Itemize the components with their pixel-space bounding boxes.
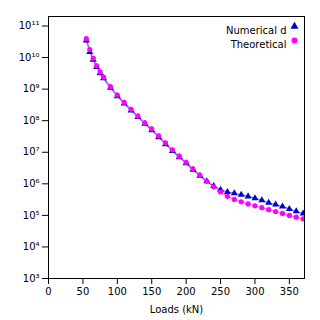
- svg-text:10⁷: 10⁷: [23, 146, 40, 157]
- svg-text:350: 350: [280, 286, 299, 297]
- svg-text:50: 50: [77, 286, 90, 297]
- svg-text:200: 200: [177, 286, 196, 297]
- svg-text:Theoretical: Theoretical: [230, 39, 287, 50]
- svg-text:10¹¹: 10¹¹: [19, 20, 40, 31]
- svg-text:100: 100: [108, 286, 127, 297]
- svg-text:300: 300: [245, 286, 264, 297]
- svg-text:Numerical d: Numerical d: [226, 25, 287, 36]
- svg-text:10⁵: 10⁵: [23, 210, 40, 221]
- svg-text:10¹⁰: 10¹⁰: [19, 52, 40, 63]
- svg-text:0: 0: [45, 286, 51, 297]
- svg-text:10⁴: 10⁴: [23, 241, 40, 252]
- svg-text:150: 150: [142, 286, 161, 297]
- svg-text:10⁶: 10⁶: [23, 178, 40, 189]
- svg-text:250: 250: [211, 286, 230, 297]
- svg-text:Loads (kN): Loads (kN): [150, 304, 204, 315]
- svg-text:10⁸: 10⁸: [23, 115, 40, 126]
- svg-text:10³: 10³: [23, 273, 40, 284]
- svg-text:10⁹: 10⁹: [23, 83, 40, 94]
